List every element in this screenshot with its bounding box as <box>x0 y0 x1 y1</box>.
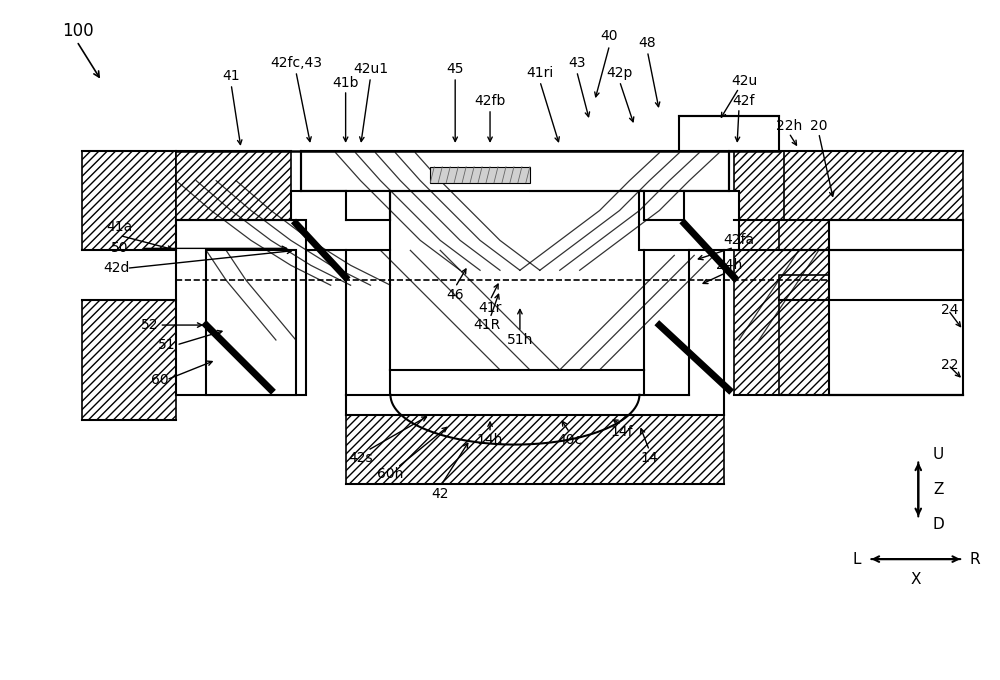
Bar <box>734 151 784 220</box>
Text: R: R <box>970 551 980 566</box>
Text: 42: 42 <box>431 488 449 501</box>
Text: 51: 51 <box>158 338 175 352</box>
Text: 42p: 42p <box>606 66 633 80</box>
Text: 42u: 42u <box>731 74 757 88</box>
Text: 41a: 41a <box>106 220 133 235</box>
Text: 14: 14 <box>641 451 658 464</box>
Bar <box>82 300 176 420</box>
Bar <box>206 250 296 395</box>
Text: 40: 40 <box>601 29 618 44</box>
Text: 42fa: 42fa <box>723 233 755 248</box>
Text: 24h: 24h <box>716 258 742 272</box>
Bar <box>291 190 390 250</box>
Text: 52: 52 <box>141 318 158 332</box>
Text: 42f: 42f <box>733 94 755 108</box>
Text: 45: 45 <box>446 62 464 76</box>
Text: 41ri: 41ri <box>526 66 553 80</box>
Text: 41b: 41b <box>332 76 359 90</box>
Text: 20: 20 <box>810 119 827 133</box>
Bar <box>176 220 306 395</box>
Text: 42s: 42s <box>348 451 373 464</box>
Text: 51h: 51h <box>507 333 533 347</box>
Text: L: L <box>852 551 861 566</box>
Bar <box>779 275 963 395</box>
Text: 40c: 40c <box>557 432 582 447</box>
Text: 50: 50 <box>111 241 128 256</box>
Text: 41r: 41r <box>478 301 502 315</box>
Bar <box>346 415 724 484</box>
Bar <box>430 167 530 183</box>
Bar <box>639 190 739 250</box>
Text: 14f: 14f <box>610 424 633 439</box>
Text: 42fc,43: 42fc,43 <box>270 56 322 70</box>
Text: 41: 41 <box>222 69 240 83</box>
Text: 46: 46 <box>446 288 464 302</box>
Text: 41R: 41R <box>473 318 501 332</box>
Text: Z: Z <box>933 482 943 497</box>
Bar <box>82 151 176 250</box>
Bar <box>176 151 291 220</box>
Text: 22: 22 <box>941 358 958 372</box>
Text: 48: 48 <box>639 36 656 50</box>
Text: X: X <box>911 571 922 587</box>
Bar <box>679 116 779 151</box>
Bar <box>734 220 963 395</box>
Text: 60: 60 <box>151 373 168 387</box>
Text: 100: 100 <box>62 22 93 40</box>
Text: 22h: 22h <box>776 119 802 133</box>
Text: U: U <box>933 447 944 462</box>
Bar <box>301 151 729 190</box>
Bar <box>779 151 963 250</box>
Text: 43: 43 <box>568 56 585 70</box>
Text: 42fb: 42fb <box>474 94 506 108</box>
Text: 24: 24 <box>941 303 958 317</box>
Text: D: D <box>932 517 944 532</box>
Text: 42u1: 42u1 <box>353 62 388 76</box>
Text: 14h: 14h <box>477 432 503 447</box>
Text: 42d: 42d <box>103 261 130 275</box>
Text: 60h: 60h <box>377 467 404 481</box>
Bar <box>829 220 963 395</box>
